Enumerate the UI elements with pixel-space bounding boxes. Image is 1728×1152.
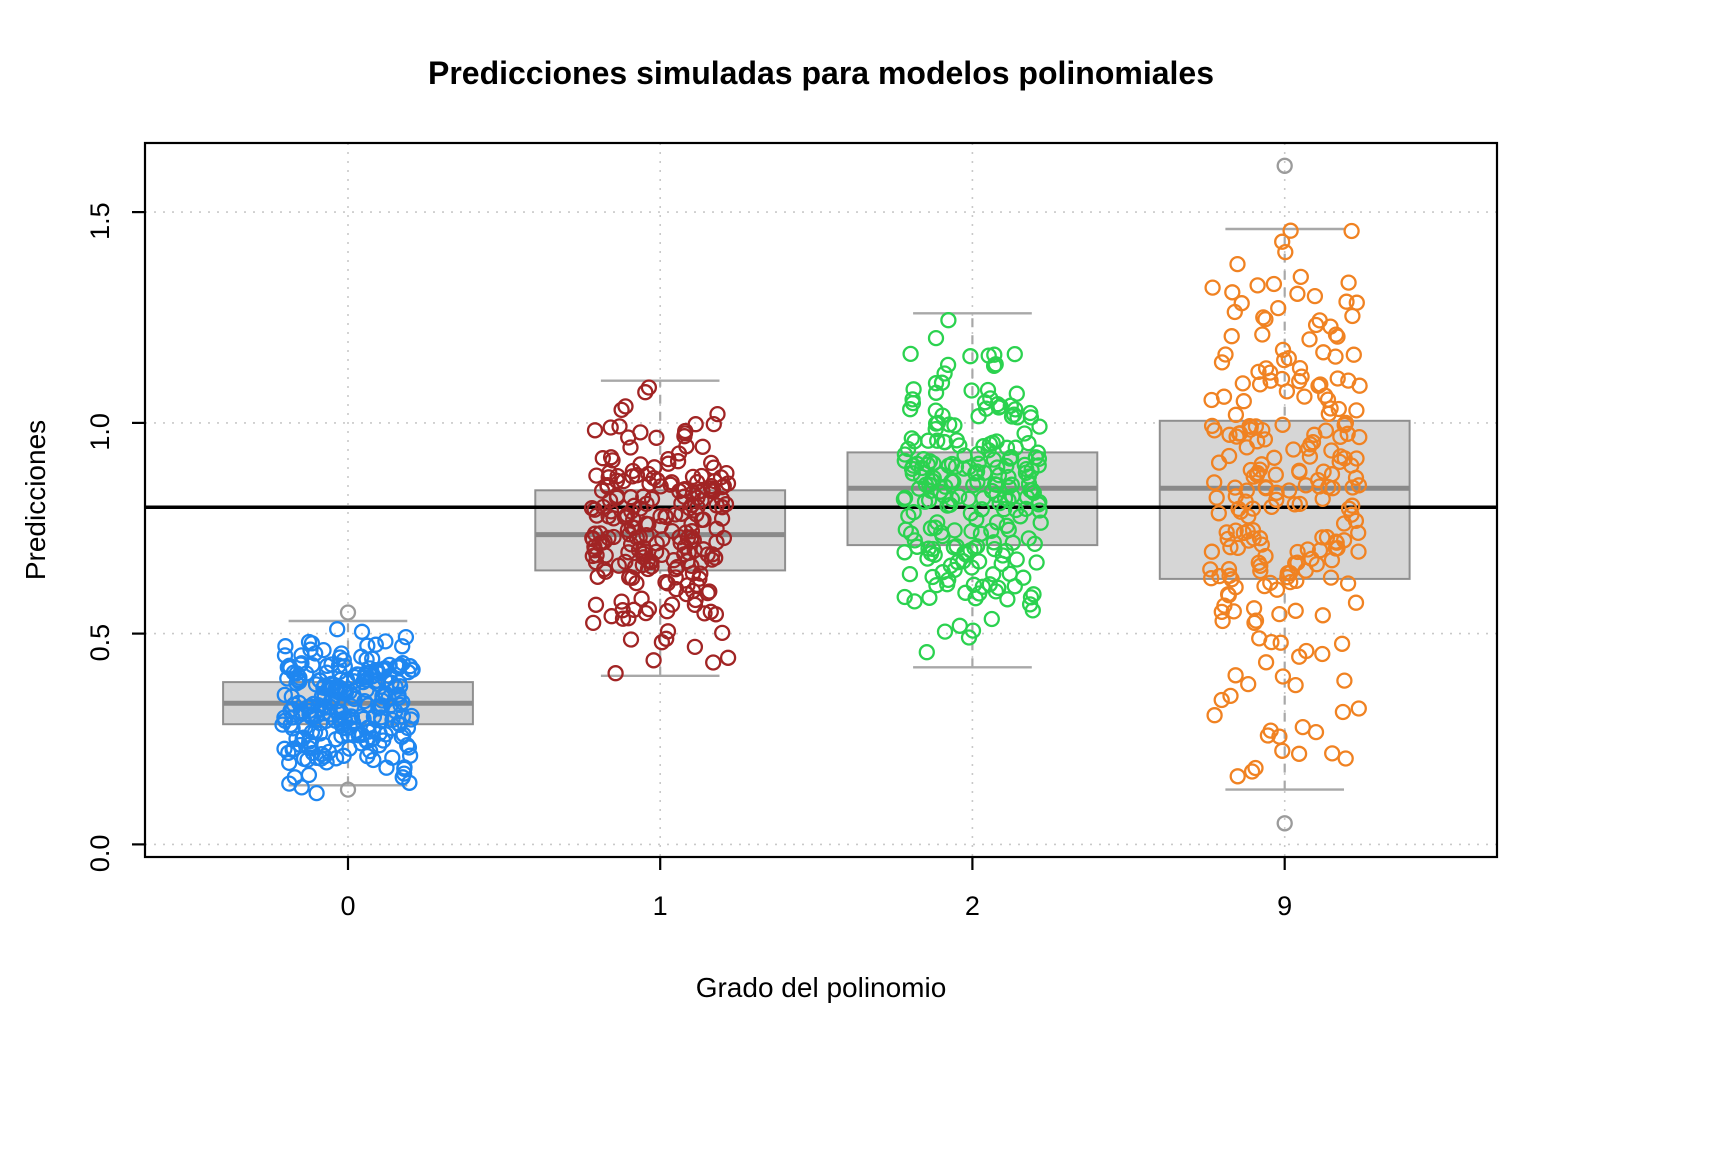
svg-text:2: 2 xyxy=(965,891,980,921)
svg-text:0.5: 0.5 xyxy=(85,624,115,662)
svg-text:1.5: 1.5 xyxy=(85,202,115,240)
chart-title: Predicciones simuladas para modelos poli… xyxy=(427,55,1215,91)
svg-text:9: 9 xyxy=(1277,891,1292,921)
svg-text:1: 1 xyxy=(653,891,668,921)
svg-text:1.0: 1.0 xyxy=(85,413,115,451)
x-axis-label: Grado del polinomio xyxy=(695,972,947,1003)
svg-text:0.0: 0.0 xyxy=(85,835,115,873)
svg-text:0: 0 xyxy=(340,891,355,921)
